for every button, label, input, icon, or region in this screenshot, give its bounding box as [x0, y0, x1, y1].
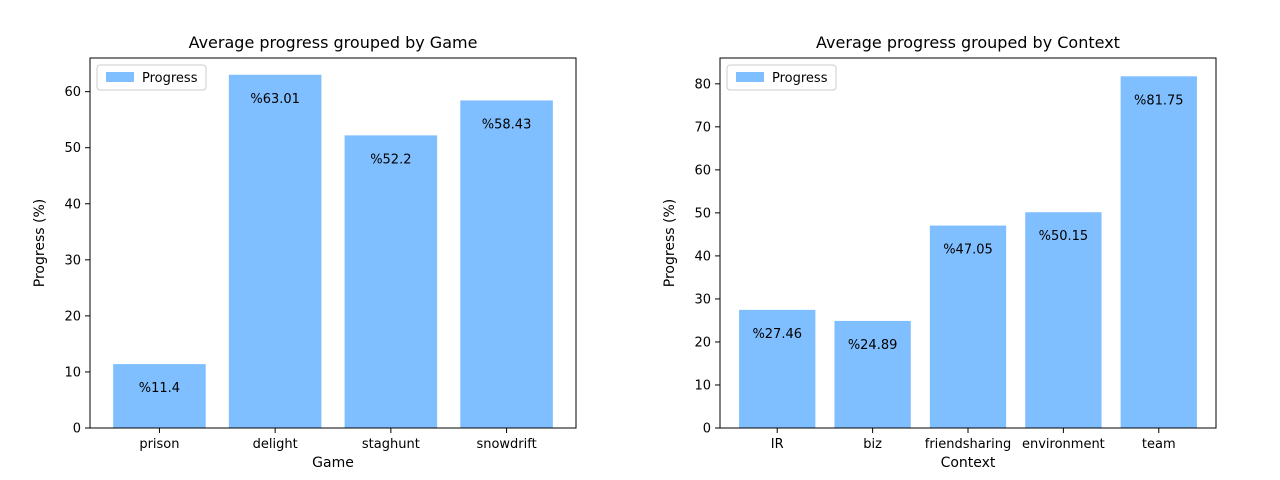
- bar-staghunt: [344, 135, 438, 428]
- legend-swatch: [736, 72, 764, 82]
- x-tick-label-team: team: [1142, 437, 1176, 452]
- y-tick-label: 50: [64, 141, 81, 156]
- data-label-friendsharing: %47.05: [943, 243, 993, 258]
- legend: Progress: [726, 64, 837, 91]
- y-axis-label: Progress (%): [662, 199, 678, 287]
- y-tick-label: 40: [694, 249, 711, 264]
- x-tick-label-IR: IR: [771, 437, 784, 452]
- data-label-staghunt: %52.2: [370, 152, 411, 167]
- legend-label: Progress: [772, 71, 828, 86]
- data-label-IR: %27.46: [752, 327, 802, 342]
- bar-biz: [834, 320, 911, 428]
- data-label-environment: %50.15: [1039, 229, 1089, 244]
- bar-environment: [1025, 212, 1102, 428]
- legend-box: [726, 64, 837, 91]
- data-label-prison: %11.4: [139, 381, 180, 396]
- bar-team: [1120, 76, 1197, 428]
- x-axis-label: Context: [941, 455, 996, 471]
- y-tick-label: 30: [694, 292, 711, 307]
- y-tick-label: 10: [64, 365, 81, 380]
- x-tick-label-environment: environment: [1022, 437, 1105, 452]
- y-tick-label: 10: [694, 378, 711, 393]
- y-tick-label: 50: [694, 206, 711, 221]
- y-tick-label: 80: [694, 77, 711, 92]
- bar-prison: [113, 364, 206, 428]
- legend-swatch: [106, 72, 134, 82]
- bar-delight: [228, 74, 322, 429]
- y-tick-label: 20: [64, 309, 81, 324]
- data-label-biz: %24.89: [848, 338, 898, 353]
- y-tick-label: 20: [694, 335, 711, 350]
- data-label-team: %81.75: [1134, 93, 1184, 108]
- x-tick-label-friendsharing: friendsharing: [925, 437, 1011, 452]
- y-tick-label: 40: [64, 197, 81, 212]
- x-tick-label-staghunt: staghunt: [362, 437, 420, 452]
- legend-box: [96, 64, 207, 91]
- plot-frame: [89, 57, 577, 429]
- x-axis-label: Game: [312, 455, 354, 471]
- chart-context: %27.46 %24.89 %47.05 %50.15 %81.75 IR biz frien…: [662, 33, 1217, 471]
- bar-IR: [739, 309, 816, 428]
- y-tick-label: 60: [694, 163, 711, 178]
- x-tick-label-delight: delight: [253, 437, 298, 452]
- data-label-snowdrift: %58.43: [482, 117, 532, 132]
- y-tick-label: 30: [64, 253, 81, 268]
- y-tick-label: 60: [64, 85, 81, 100]
- bar-friendsharing: [929, 225, 1007, 428]
- y-axis-label: Progress (%): [32, 199, 48, 287]
- bar-snowdrift: [460, 100, 553, 429]
- chart-title: Average progress grouped by Game: [189, 33, 478, 52]
- y-tick-label: 70: [694, 120, 711, 135]
- legend-label: Progress: [142, 71, 198, 86]
- chart-game: %11.4 %63.01 %52.2 %58.43 prison delight stagh…: [32, 33, 577, 471]
- y-tick-label: 0: [703, 422, 711, 437]
- x-tick-label-snowdrift: snowdrift: [476, 437, 536, 452]
- y-tick-label: 0: [73, 422, 81, 437]
- data-label-delight: %63.01: [250, 92, 300, 107]
- legend: Progress: [96, 64, 207, 91]
- x-tick-label-biz: biz: [863, 437, 882, 452]
- x-tick-label-prison: prison: [139, 437, 179, 452]
- chart-title: Average progress grouped by Context: [816, 33, 1120, 52]
